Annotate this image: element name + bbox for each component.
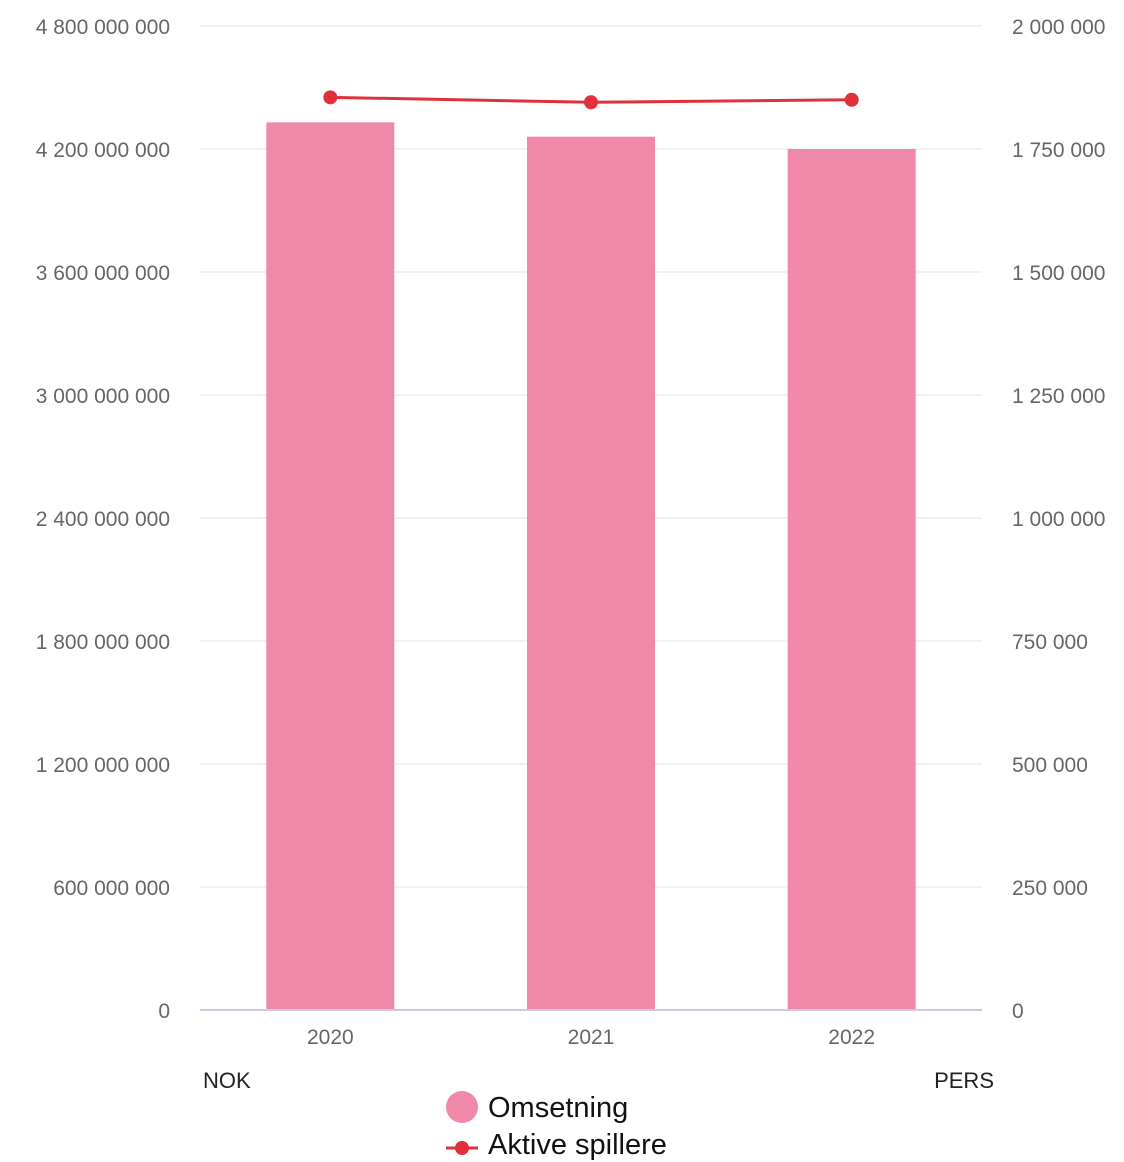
right-axis-tick-label: 0 — [1012, 1000, 1024, 1023]
left-axis-unit: NOK — [203, 1068, 251, 1093]
left-axis-tick-label: 1 200 000 000 — [36, 754, 170, 777]
x-axis-ticks: 2020 2021 2022 — [307, 1026, 875, 1049]
legend-item-omsetning[interactable]: Omsetning — [446, 1091, 628, 1124]
legend-swatch-marker — [455, 1141, 469, 1155]
bar — [266, 122, 395, 1011]
right-axis-tick-label: 1 000 000 — [1012, 508, 1105, 531]
x-axis-tick-label: 2021 — [568, 1026, 615, 1049]
left-axis-tick-label: 600 000 000 — [53, 877, 170, 900]
left-axis-tick-label: 0 — [158, 1000, 170, 1023]
bar-series-omsetning — [266, 122, 916, 1011]
line-series-aktive-spillere — [323, 90, 859, 110]
legend: Omsetning Aktive spillere — [446, 1091, 667, 1161]
bar — [527, 136, 655, 1010]
legend-swatch-bar — [446, 1091, 478, 1123]
right-axis-unit: PERS — [934, 1068, 994, 1093]
line-point — [323, 90, 338, 105]
left-axis-tick-label: 4 200 000 000 — [36, 139, 170, 162]
right-axis-tick-label: 750 000 — [1012, 631, 1088, 654]
left-axis-tick-label: 1 800 000 000 — [36, 631, 170, 654]
right-axis-tick-label: 1 250 000 — [1012, 385, 1105, 408]
right-axis-tick-label: 2 000 000 — [1012, 16, 1105, 39]
line-point — [584, 95, 598, 110]
left-axis-tick-label: 3 000 000 000 — [36, 385, 170, 408]
right-axis-tick-label: 250 000 — [1012, 877, 1088, 900]
bar — [787, 149, 916, 1010]
left-axis-tick-label: 4 800 000 000 — [36, 16, 170, 39]
left-axis-ticks: 0 600 000 000 1 200 000 000 1 800 000 000 2 … — [36, 16, 170, 1023]
right-axis-tick-label: 1 500 000 — [1012, 262, 1105, 285]
line-point — [844, 92, 859, 107]
right-axis-tick-label: 500 000 — [1012, 754, 1088, 777]
legend-label-omsetning: Omsetning — [488, 1092, 628, 1124]
legend-item-aktive-spillere[interactable]: Aktive spillere — [446, 1129, 667, 1161]
x-axis-tick-label: 2022 — [828, 1026, 875, 1049]
left-axis-tick-label: 3 600 000 000 — [36, 262, 170, 285]
legend-label-aktive-spillere: Aktive spillere — [488, 1129, 667, 1161]
right-axis-ticks: 0 250 000 500 000 750 000 1 000 000 1 250 000… — [1012, 16, 1105, 1023]
x-axis-tick-label: 2020 — [307, 1026, 354, 1049]
right-axis-tick-label: 1 750 000 — [1012, 139, 1105, 162]
left-axis-tick-label: 2 400 000 000 — [36, 508, 170, 531]
